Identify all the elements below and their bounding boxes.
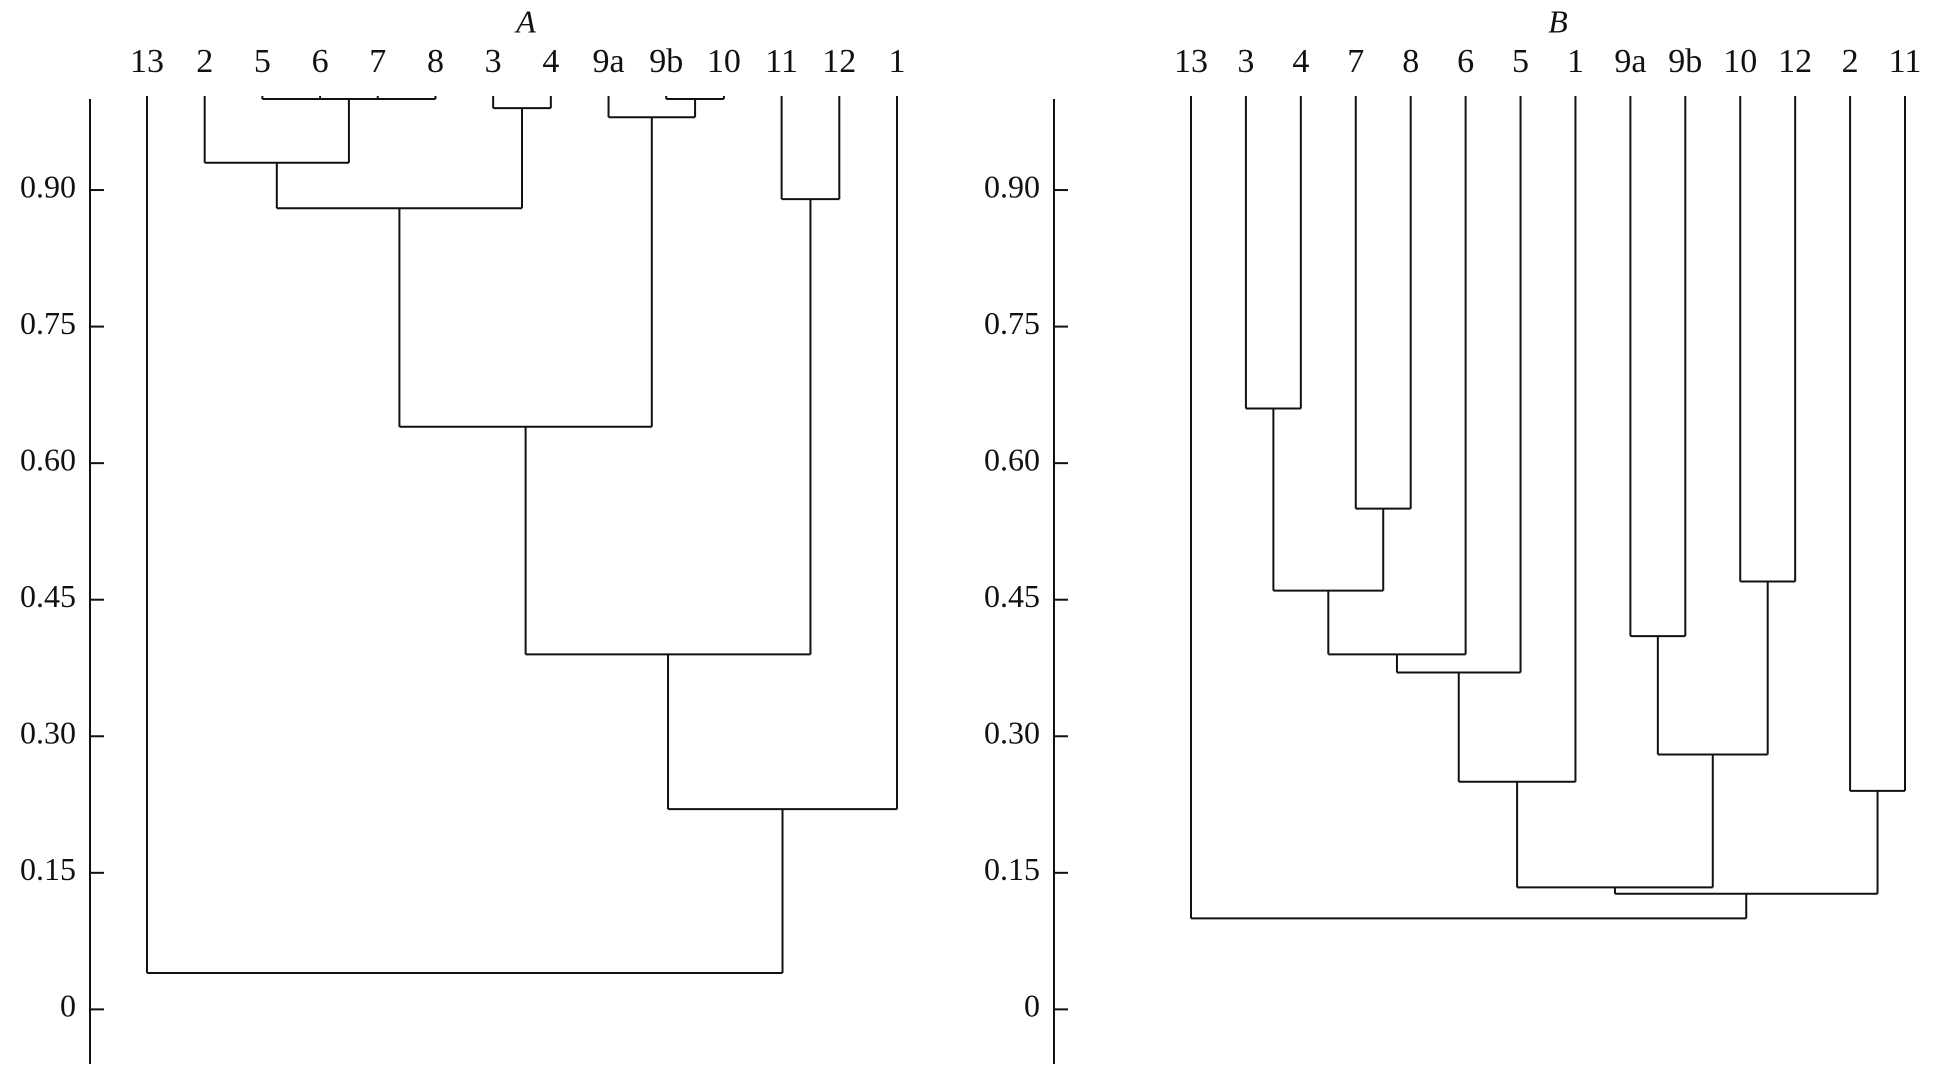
leaf-label: 13 (1174, 43, 1208, 80)
leaf-label: 9b (1668, 43, 1702, 80)
leaf-label: 5 (1512, 43, 1529, 80)
y-tick-label: 0.60 (20, 441, 76, 477)
panel-title: A (514, 3, 536, 39)
y-tick-label: 0.90 (984, 168, 1040, 204)
y-tick-label: 0.15 (20, 851, 76, 887)
leaf-label: 1 (1567, 43, 1584, 80)
leaf-label: 9b (649, 43, 683, 80)
leaf-label: 11 (1889, 43, 1922, 80)
y-tick-label: 0.60 (984, 441, 1040, 477)
leaf-label: 2 (196, 43, 213, 80)
y-tick-label: 0.90 (20, 168, 76, 204)
leaf-label: 12 (1778, 43, 1812, 80)
leaf-label: 9a (1614, 43, 1646, 80)
leaf-label: 1 (889, 43, 906, 80)
y-tick-label: 0.15 (984, 851, 1040, 887)
panel-title: B (1548, 3, 1568, 39)
leaf-label: 8 (1402, 43, 1419, 80)
leaf-label: 6 (1457, 43, 1474, 80)
leaf-label: 7 (369, 43, 386, 80)
leaf-label: 6 (312, 43, 329, 80)
leaf-label: 4 (1292, 43, 1309, 80)
leaf-label: 9a (592, 43, 624, 80)
leaf-label: 5 (254, 43, 271, 80)
leaf-label: 3 (485, 43, 502, 80)
leaf-label: 11 (765, 43, 798, 80)
y-tick-label: 0.75 (984, 305, 1040, 341)
y-tick-label: 0.45 (20, 578, 76, 614)
y-tick-label: 0.75 (20, 305, 76, 341)
y-tick-label: 0.30 (984, 715, 1040, 751)
leaf-label: 4 (542, 43, 559, 80)
leaf-label: 2 (1842, 43, 1859, 80)
y-tick-label: 0.30 (20, 715, 76, 751)
leaf-label: 12 (822, 43, 856, 80)
leaf-label: 7 (1347, 43, 1364, 80)
y-tick-label: 0 (60, 988, 76, 1024)
y-tick-label: 0 (1024, 988, 1040, 1024)
leaf-label: 10 (707, 43, 741, 80)
y-tick-label: 0.45 (984, 578, 1040, 614)
leaf-label: 8 (427, 43, 444, 80)
leaf-label: 3 (1237, 43, 1254, 80)
leaf-label: 10 (1723, 43, 1757, 80)
leaf-label: 13 (130, 43, 164, 80)
